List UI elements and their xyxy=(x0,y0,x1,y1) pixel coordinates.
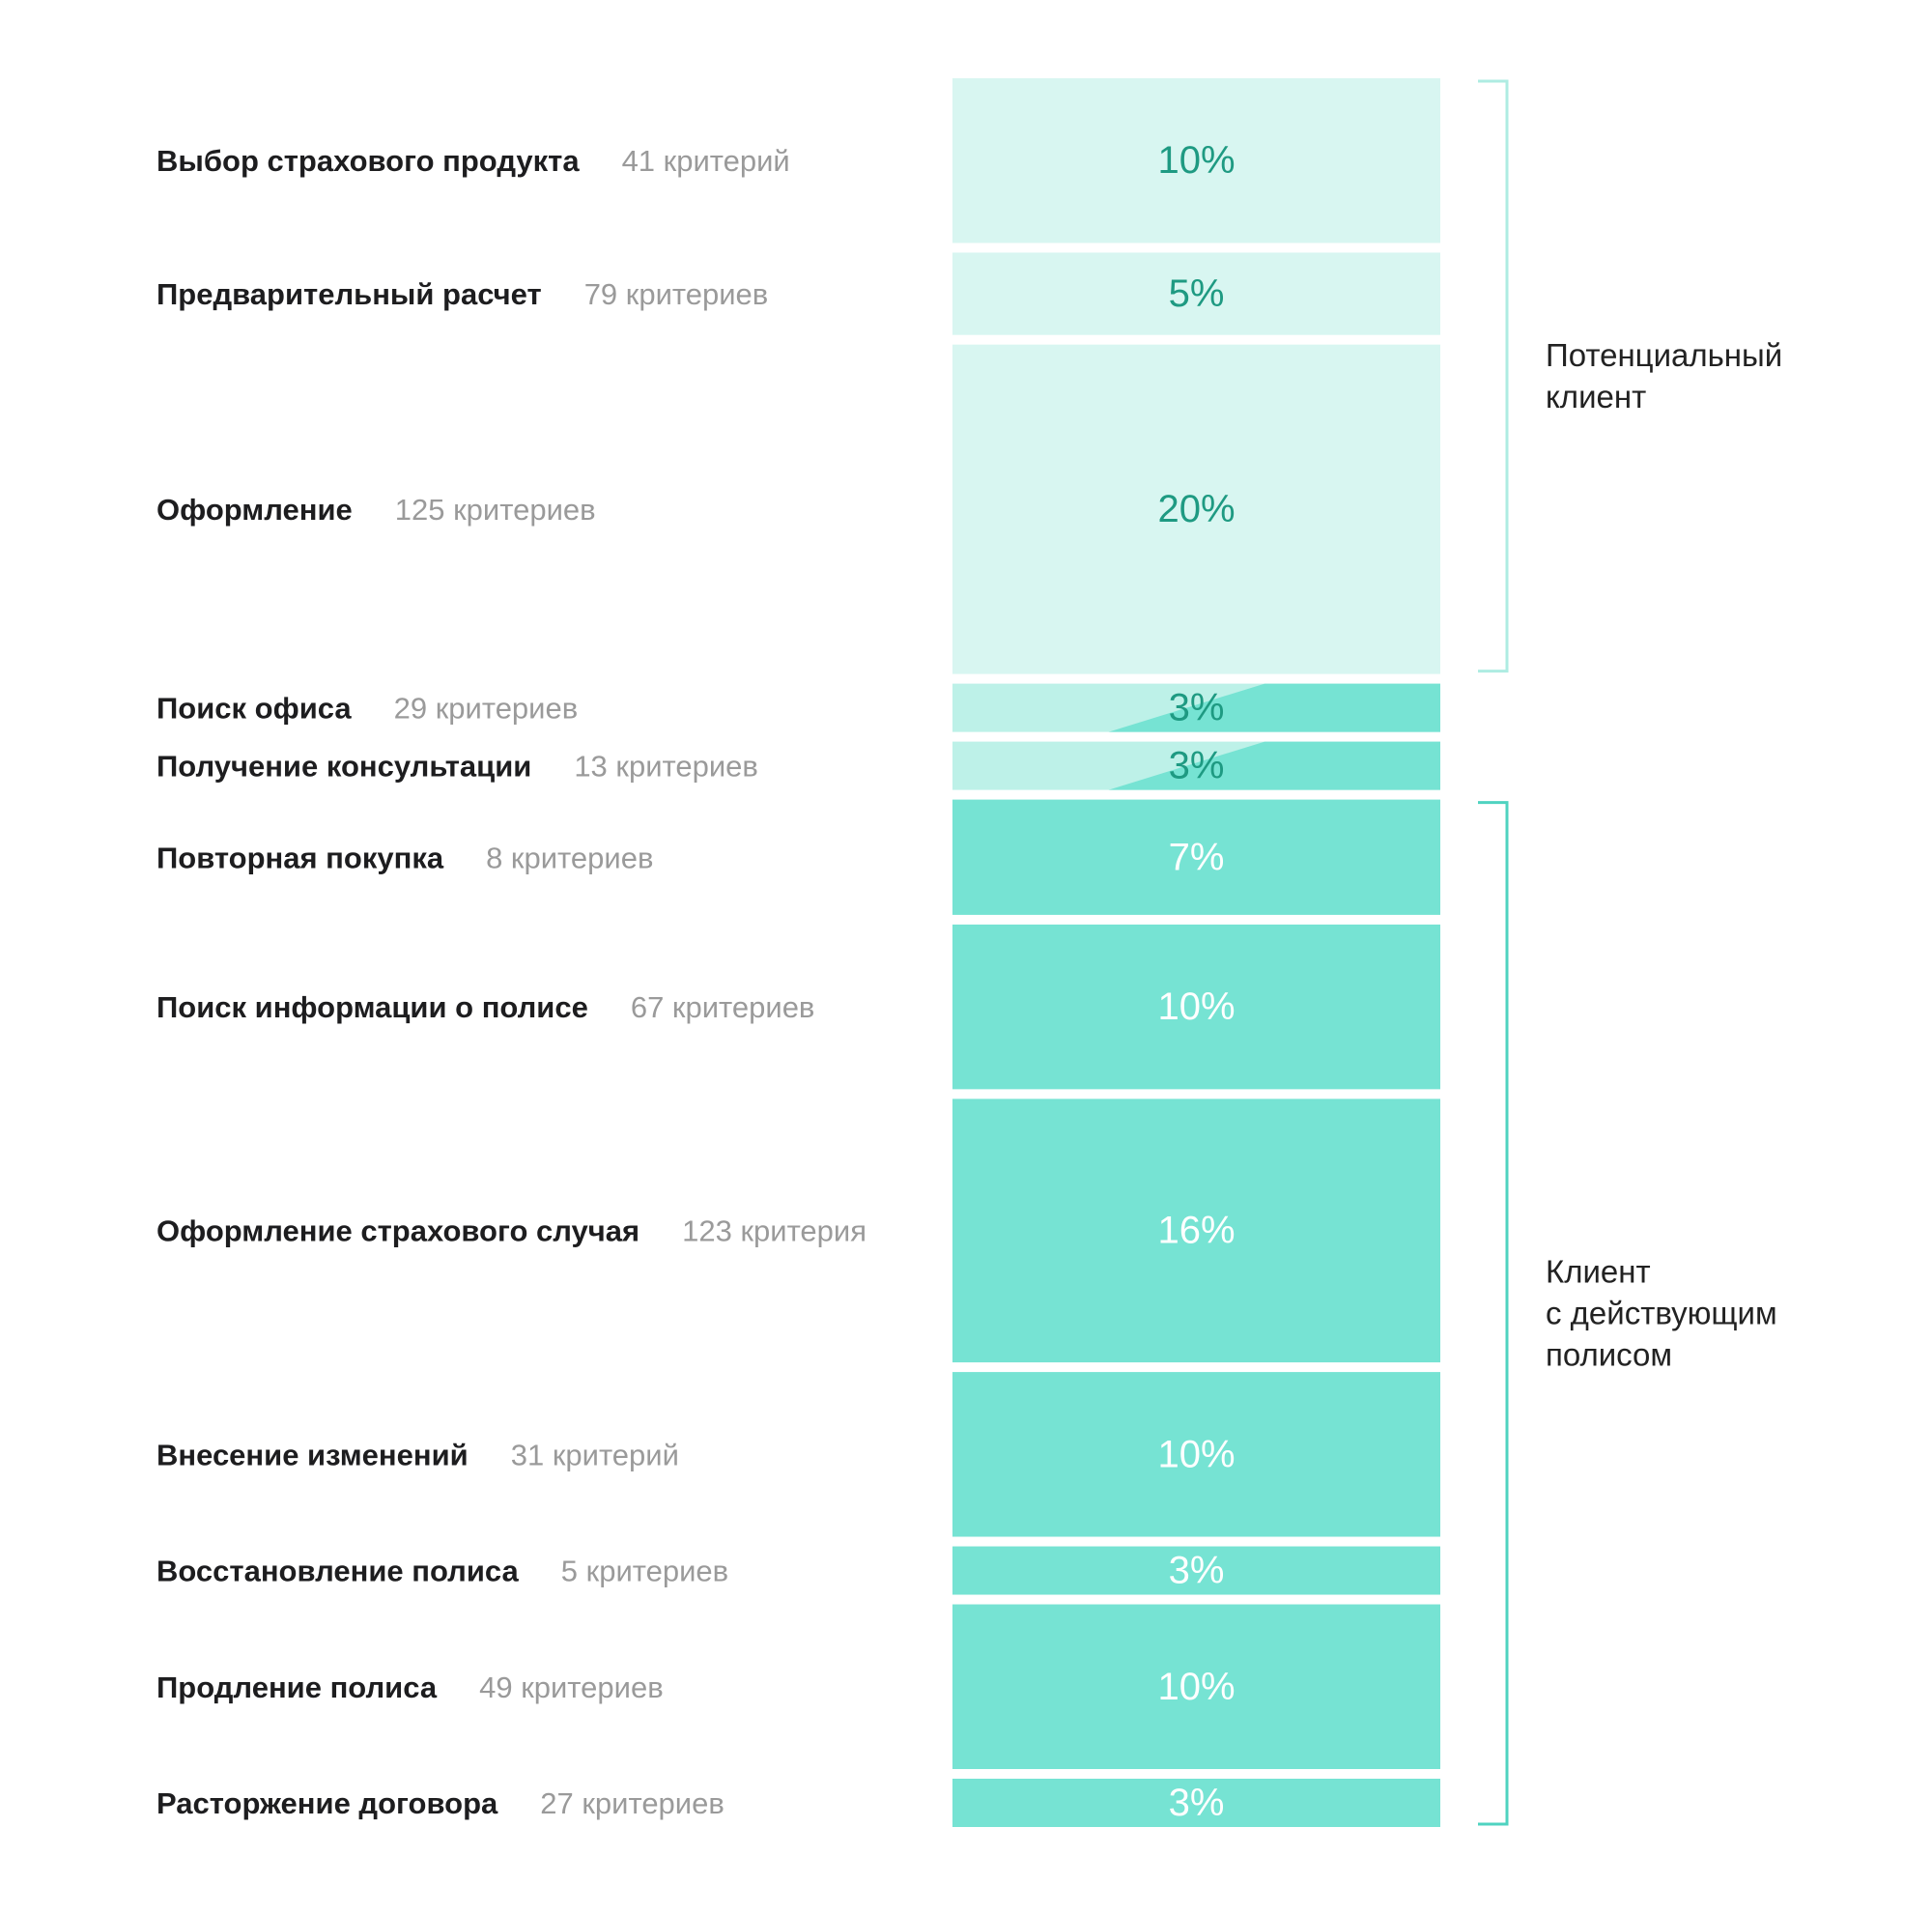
group-bracket xyxy=(1478,79,1509,673)
segment-bar xyxy=(952,344,1440,674)
percent-label: 7% xyxy=(1169,836,1225,878)
percent-label: 3% xyxy=(1169,1782,1225,1824)
segment-bar xyxy=(952,799,1440,915)
segment-bar xyxy=(952,924,1440,1090)
percent-label: 10% xyxy=(1157,1433,1235,1475)
stage-name: Поиск офиса xyxy=(156,692,352,726)
stage-name: Предварительный расчет xyxy=(156,277,542,311)
percent-label: 5% xyxy=(1169,272,1225,315)
stage-name: Повторная покупка xyxy=(156,841,444,874)
stage-criteria-count: 31 критерий xyxy=(511,1438,679,1471)
group-label-line: полисом xyxy=(1546,1336,1672,1372)
percent-label: 10% xyxy=(1157,985,1235,1028)
segment-bar xyxy=(952,1546,1440,1595)
percent-label: 3% xyxy=(1169,1550,1225,1592)
percent-label: 20% xyxy=(1157,488,1235,530)
stage-name: Внесение изменений xyxy=(156,1438,469,1471)
stage-criteria-count: 41 критерий xyxy=(622,144,790,178)
percent-label: 16% xyxy=(1157,1210,1235,1252)
group-label-line: Клиент xyxy=(1546,1253,1651,1289)
stage-criteria-count: 49 критериев xyxy=(479,1670,664,1704)
percent-label: 3% xyxy=(1169,745,1225,787)
stage-criteria-count: 123 критерия xyxy=(682,1214,867,1248)
group-label-line: с действующим xyxy=(1546,1295,1777,1330)
segment-bar xyxy=(952,1372,1440,1537)
chart-segments xyxy=(952,78,1440,1827)
percent-label: 10% xyxy=(1157,139,1235,182)
segment-bar xyxy=(952,1779,1440,1827)
stage-criteria-count: 13 критериев xyxy=(574,750,758,784)
segment-bar-split xyxy=(1108,683,1440,732)
stage-criteria-count: 29 критериев xyxy=(394,692,579,726)
stage-name: Расторжение договора xyxy=(156,1786,498,1820)
percent-label: 10% xyxy=(1157,1666,1235,1708)
segment-bar-split xyxy=(1108,741,1440,790)
stage-criteria-count: 5 критериев xyxy=(561,1555,728,1588)
segment-bar xyxy=(952,1604,1440,1769)
stage-name: Восстановление полиса xyxy=(156,1555,520,1588)
stage-criteria-count: 125 критериев xyxy=(395,493,596,527)
group-brackets: Потенциальный клиент Клиент с действующим по… xyxy=(1478,79,1782,1826)
stage-criteria-count: 67 критериев xyxy=(631,990,815,1024)
stage-name: Получение консультации xyxy=(156,750,531,784)
stage-name: Поиск информации о полисе xyxy=(156,990,588,1024)
stage-criteria-count: 27 критериев xyxy=(540,1786,724,1820)
group-bracket xyxy=(1478,801,1509,1826)
stage-criteria-count: 79 критериев xyxy=(584,277,769,311)
stage-name: Продление полиса xyxy=(156,1670,438,1704)
stage-name: Выбор страхового продукта xyxy=(156,144,580,178)
stage-name: Оформление страхового случая xyxy=(156,1214,639,1248)
percent-labels: 10% 5% 20% 3% 3% 7% 10% 16% 10% 3% 10% 3% xyxy=(1157,139,1235,1824)
segment-bar xyxy=(952,1099,1440,1363)
group-label-line: клиент xyxy=(1546,379,1646,414)
stage-criteria-count: 8 критериев xyxy=(486,841,653,874)
segment-bar xyxy=(952,252,1440,335)
stage-labels: Выбор страхового продукта 41 критерий Пред… xyxy=(156,144,867,1820)
group-label-line: Потенциальный xyxy=(1546,337,1782,373)
segment-bar xyxy=(952,78,1440,243)
percent-label: 3% xyxy=(1169,687,1225,729)
stage-name: Оформление xyxy=(156,493,353,527)
